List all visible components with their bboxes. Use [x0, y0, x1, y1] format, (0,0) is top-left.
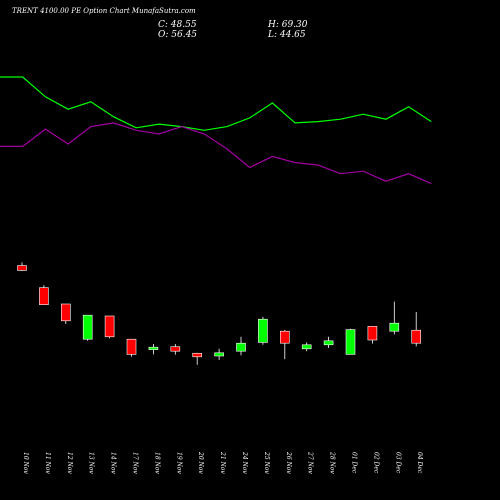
candle-11	[236, 336, 246, 356]
candle-13	[279, 329, 290, 360]
x-tick-label: 18 Nov	[153, 452, 160, 474]
close-readout: C: 48.55	[158, 20, 197, 30]
candle-body	[126, 338, 137, 355]
x-tick-label: 24 Nov	[241, 451, 248, 474]
candle-18	[389, 301, 400, 335]
x-tick-label: 12 Nov	[66, 452, 73, 474]
candle-body	[170, 346, 181, 352]
candle-6	[126, 338, 137, 357]
candle-9	[192, 352, 202, 365]
x-tick-label: 14 Nov	[110, 452, 117, 474]
x-tick-label: 13 Nov	[88, 452, 95, 474]
x-tick-label: 11 Nov	[44, 452, 51, 474]
open-readout: O: 56.45	[158, 30, 198, 40]
candle-body	[104, 315, 115, 338]
candle-7	[148, 344, 159, 355]
candle-body	[60, 303, 71, 322]
x-tick-label: 02 Dec	[372, 452, 379, 474]
candle-3	[60, 303, 71, 324]
x-tick-label: 25 Nov	[263, 451, 270, 474]
candle-body	[323, 340, 334, 346]
candle-2	[39, 285, 49, 305]
candle-15	[323, 336, 334, 348]
candle-body	[17, 265, 27, 271]
candle-body	[192, 352, 202, 358]
candle-4	[82, 314, 93, 341]
candle-body	[279, 330, 290, 344]
candle-1	[17, 262, 27, 272]
high-readout: H: 69.30	[268, 20, 308, 30]
candle-body	[148, 346, 159, 350]
candle-body	[301, 344, 312, 350]
x-tick-label: 17 Nov	[132, 452, 139, 474]
candle-body	[214, 352, 224, 357]
chart-title: TRENT 4100.00 PE Option Chart MunafaSutr…	[12, 7, 196, 15]
low-readout: L: 44.65	[268, 30, 306, 40]
x-tick-label: 28 Nov	[329, 451, 336, 474]
candle-body	[82, 314, 93, 340]
candle-16	[345, 328, 356, 355]
candle-body	[411, 329, 422, 344]
candle-body	[389, 322, 400, 332]
candle-19	[411, 312, 422, 347]
x-tick-label: 21 Nov	[219, 451, 226, 474]
x-tick-label: 10 Nov	[22, 452, 29, 474]
candle-14	[301, 342, 312, 352]
candle-body	[258, 318, 268, 343]
x-tick-label: 19 Nov	[175, 452, 182, 474]
candle-12	[258, 316, 268, 345]
candle-body	[236, 342, 246, 352]
lower-indicator-line	[0, 122, 432, 185]
x-tick-label: 20 Nov	[197, 451, 204, 474]
candle-body	[39, 287, 49, 305]
x-tick-label: 27 Nov	[307, 451, 314, 474]
x-tick-label: 03 Dec	[394, 452, 401, 474]
candle-5	[104, 315, 115, 339]
x-tick-label: 26 Nov	[285, 451, 292, 474]
x-tick-label: 04 Dec	[416, 452, 423, 474]
candle-body	[367, 326, 378, 341]
candle-8	[170, 344, 181, 355]
x-tick-label: 01 Dec	[351, 452, 358, 474]
candle-body	[345, 329, 356, 355]
upper-indicator-line	[0, 76, 432, 131]
candle-17	[367, 326, 378, 344]
candle-10	[214, 348, 224, 360]
